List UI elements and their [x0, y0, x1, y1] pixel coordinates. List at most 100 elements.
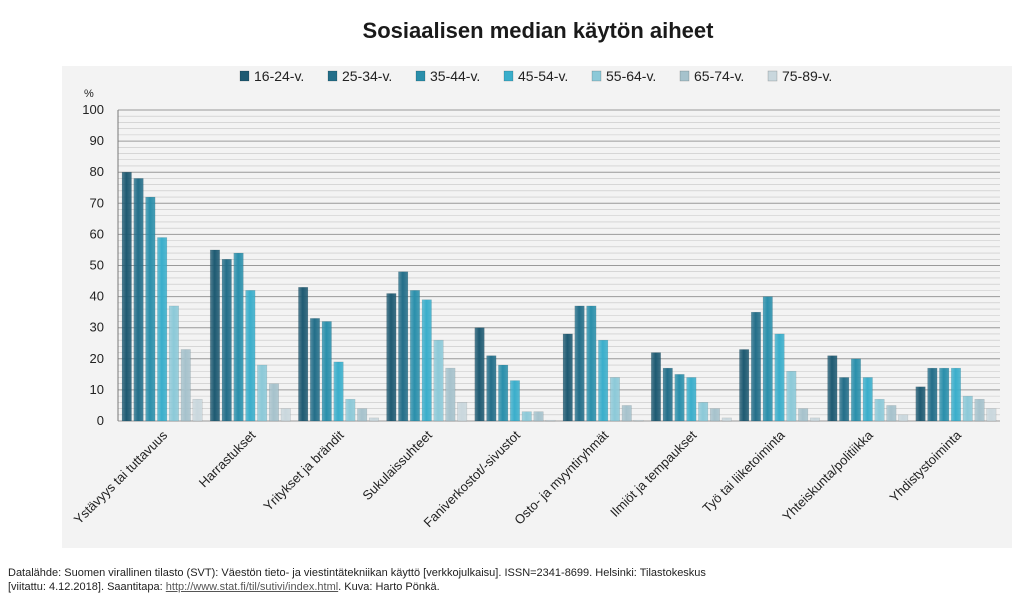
bar: [309, 318, 320, 422]
bar: [421, 299, 432, 422]
legend-swatch: [767, 70, 778, 82]
bar: [445, 367, 456, 422]
bar: [974, 398, 985, 422]
y-tick-label: 50: [90, 258, 104, 273]
bar: [686, 377, 697, 422]
bar: [662, 367, 673, 422]
bar: [927, 367, 938, 422]
y-tick-label: 80: [90, 164, 104, 179]
legend-swatch: [679, 70, 690, 82]
bar: [598, 339, 609, 422]
bar: [209, 249, 220, 422]
plot-panel: [62, 66, 1012, 548]
bar: [886, 405, 897, 422]
chart-title: Sosiaalisen median käytön aiheet: [362, 18, 714, 43]
bar: [168, 305, 179, 422]
bar: [245, 290, 256, 422]
bar-chart: 16-24-v. 25-34-v. 35-44-v. 45-54-v. 55-64-v.…: [62, 66, 1012, 548]
bar: [121, 171, 132, 422]
y-tick-label: 0: [97, 413, 104, 428]
y-tick-label: 30: [90, 320, 104, 335]
legend-swatch: [239, 70, 250, 82]
bar: [762, 296, 773, 422]
bar: [774, 333, 785, 422]
bar: [321, 321, 332, 422]
y-tick-label: 90: [90, 133, 104, 148]
bar: [709, 408, 720, 422]
bar: [521, 411, 532, 422]
bar: [562, 333, 573, 422]
legend: 16-24-v. 25-34-v. 35-44-v. 45-54-v. 55-64-v.…: [239, 68, 832, 84]
bar: [345, 398, 356, 422]
bar: [233, 252, 244, 422]
bar: [545, 419, 556, 422]
legend-swatch: [327, 70, 338, 82]
bar: [809, 417, 820, 422]
bar: [986, 408, 997, 422]
legend-label: 25-34-v.: [342, 68, 392, 84]
bar: [398, 271, 409, 422]
bar: [257, 364, 268, 422]
bar: [862, 377, 873, 422]
y-axis-label: %: [84, 88, 94, 100]
bar: [750, 311, 761, 422]
bar: [533, 411, 544, 422]
y-tick-label: 40: [90, 289, 104, 304]
bar: [298, 287, 309, 422]
bar: [133, 178, 144, 422]
bar: [586, 305, 597, 422]
bar: [509, 380, 520, 422]
legend-label: 75-89-v.: [782, 68, 832, 84]
legend-label: 45-54-v.: [518, 68, 568, 84]
bar: [798, 408, 809, 422]
bar: [145, 196, 156, 422]
bar: [721, 417, 732, 422]
bar: [268, 383, 279, 422]
y-tick-label: 100: [82, 102, 104, 117]
legend-swatch: [591, 70, 602, 82]
legend-swatch: [415, 70, 426, 82]
y-tick-label: 20: [90, 351, 104, 366]
bar: [386, 293, 397, 422]
source-line-2: [viitattu: 4.12.2018]. Saantitapa: http:…: [8, 580, 1018, 594]
bar: [157, 237, 168, 422]
y-tick-label: 60: [90, 226, 104, 241]
legend-label: 16-24-v.: [254, 68, 304, 84]
bar: [221, 259, 232, 422]
bar: [486, 355, 497, 422]
legend-label: 35-44-v.: [430, 68, 480, 84]
bar: [874, 398, 885, 422]
bar: [368, 417, 379, 422]
bar: [192, 398, 203, 422]
bar: [621, 405, 632, 422]
source-line-2-suffix: . Kuva: Harto Pönkä.: [338, 581, 440, 593]
bar: [739, 349, 750, 422]
bar: [180, 349, 191, 422]
bar: [674, 374, 685, 422]
y-tick-label: 70: [90, 195, 104, 210]
bar: [609, 377, 620, 422]
legend-label: 55-64-v.: [606, 68, 656, 84]
bar: [574, 305, 585, 422]
bar: [333, 361, 344, 422]
bar: [827, 355, 838, 422]
bar: [915, 386, 926, 422]
bar: [457, 402, 468, 422]
source-link[interactable]: http://www.stat.fi/til/sutivi/index.html: [165, 581, 339, 593]
source-line-2-prefix: [viitattu: 4.12.2018]. Saantitapa:: [8, 581, 166, 593]
bar: [280, 408, 291, 422]
bar: [498, 364, 509, 422]
bar: [357, 408, 368, 422]
bar: [633, 419, 644, 422]
bar: [409, 290, 420, 422]
legend-swatch: [503, 70, 514, 82]
bar: [950, 367, 961, 422]
bars: [121, 171, 997, 422]
bar: [939, 367, 950, 422]
bar: [698, 402, 709, 422]
bar: [898, 414, 909, 422]
legend-label: 65-74-v.: [694, 68, 744, 84]
bar: [650, 352, 661, 422]
bar: [433, 339, 444, 422]
